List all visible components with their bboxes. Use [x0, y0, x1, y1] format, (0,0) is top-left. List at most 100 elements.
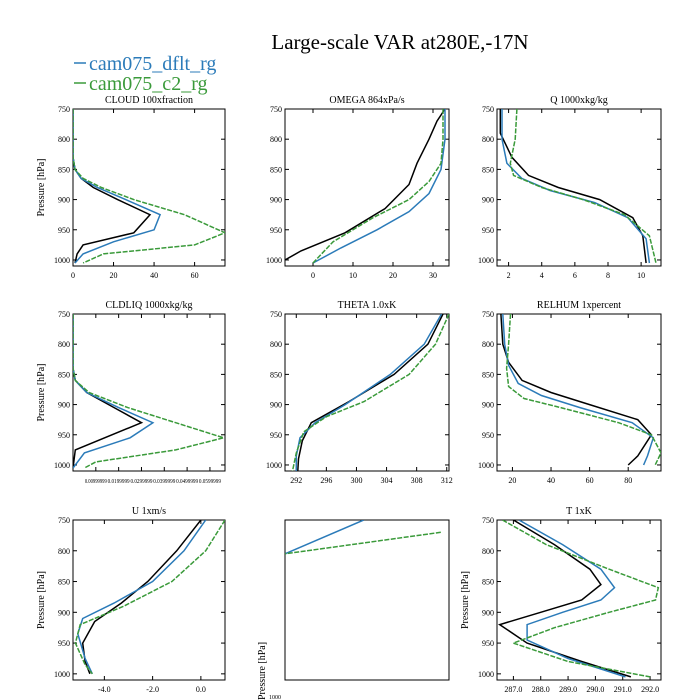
x-tick-label: 0.00999999	[85, 479, 107, 485]
y-tick-label: 750	[58, 310, 70, 319]
y-tick-label: 1000	[478, 461, 494, 470]
panel-4: CLDLIQ 1000xkg/kg Pressure [hPa] 750 800 850…	[36, 300, 226, 485]
series-line-green	[73, 314, 225, 469]
truncated-axis-label: Pressure [hPa]	[257, 642, 268, 700]
panel-2: OMEGA 864xPa/s 750 800 850 900 950 1000 0 10 20 30	[266, 95, 450, 280]
panel-7: U 1xm/s Pressure [hPa] 750 800 850 900 950 1000…	[36, 506, 226, 694]
x-tick-label: 312	[441, 476, 453, 485]
plot-frame	[72, 519, 226, 681]
y-tick-label: 950	[482, 639, 494, 648]
x-tick-label: 60	[586, 476, 594, 485]
panel-title: U 1xm/s	[132, 506, 166, 517]
x-tick-label: 4	[540, 271, 544, 280]
plot-frame	[496, 519, 662, 681]
x-tick-label: 300	[350, 476, 362, 485]
legend-label-1: cam075_dflt_rg	[89, 53, 216, 75]
series-line-blue	[312, 109, 446, 264]
x-tick-label: 0	[71, 271, 75, 280]
plot-frame	[284, 313, 450, 472]
x-tick-label: 0.0399999	[153, 479, 175, 485]
x-tick-label: 10	[349, 271, 357, 280]
y-tick-label: 750	[58, 105, 70, 114]
x-tick-label: 292	[290, 476, 302, 485]
series-line-blue	[501, 109, 651, 264]
x-tick-label: 60	[191, 271, 199, 280]
x-tick-label: 296	[320, 476, 332, 485]
x-tick-label: 0.0	[196, 685, 206, 694]
y-tick-label: 750	[270, 310, 282, 319]
legend: cam075_dflt_rg cam075_c2_rg	[74, 53, 216, 95]
x-tick-label: 40	[150, 271, 158, 280]
series-line-green	[502, 520, 660, 678]
x-tick-label: 0.0299999	[130, 479, 152, 485]
y-tick-label: 1000	[54, 670, 70, 679]
x-tick-label: 2	[507, 271, 511, 280]
series-line-black	[81, 520, 202, 675]
y-tick-label: 850	[58, 370, 70, 379]
panel-title: THETA 1.0xK	[338, 300, 397, 311]
x-tick-label: 80	[624, 476, 632, 485]
legend-label-2: cam075_c2_rg	[89, 73, 208, 95]
x-tick-label: -4.0	[98, 685, 111, 694]
series-line-blue	[285, 520, 364, 555]
truncated-axis-tick: 1000	[269, 695, 281, 700]
y-tick-label: 750	[482, 516, 494, 525]
x-tick-label: 10	[637, 271, 645, 280]
series-line-green	[74, 520, 225, 675]
x-tick-label: 20	[508, 476, 516, 485]
x-tick-label: 304	[381, 476, 393, 485]
y-tick-label: 750	[270, 105, 282, 114]
y-tick-label: 1000	[266, 256, 282, 265]
x-tick-label: 8	[606, 271, 610, 280]
y-tick-label: 1000	[478, 256, 494, 265]
series-line-black	[499, 109, 647, 264]
y-tick-label: 1000	[54, 256, 70, 265]
y-tick-label: 900	[482, 401, 494, 410]
plot-frame	[284, 108, 450, 267]
panel-1: CLOUD 100xfraction Pressure [hPa] 750 800 85…	[36, 95, 226, 280]
y-tick-label: 1000	[54, 461, 70, 470]
y-axis-label: Pressure [hPa]	[36, 158, 47, 216]
series-line-green	[505, 314, 661, 466]
y-axis-label: Pressure [hPa]	[36, 363, 47, 421]
y-tick-label: 850	[270, 165, 282, 174]
series-line-green	[285, 531, 441, 555]
series-line-blue	[73, 314, 155, 469]
panel-8	[284, 519, 450, 681]
series-line-blue	[518, 520, 626, 678]
y-tick-label: 900	[270, 196, 282, 205]
y-axis-label: Pressure [hPa]	[36, 571, 47, 629]
y-tick-label: 750	[482, 310, 494, 319]
panel-6: RELHUM 1xpercent 750 800 850 900 950 1000 20 40 6…	[478, 300, 662, 485]
panel-title: T 1xK	[566, 506, 592, 517]
x-tick-label: 40	[547, 476, 555, 485]
series-line-blue	[77, 520, 207, 675]
y-tick-label: 950	[270, 431, 282, 440]
plot-frame	[284, 519, 450, 681]
panel-title: CLDLIQ 1000xkg/kg	[106, 300, 193, 311]
figure-title: Large-scale VAR at280E,-17N	[271, 30, 528, 54]
y-tick-label: 850	[270, 370, 282, 379]
x-tick-label: 289.0	[559, 685, 577, 694]
y-tick-label: 900	[58, 401, 70, 410]
x-tick-label: 20	[389, 271, 397, 280]
y-tick-label: 950	[58, 431, 70, 440]
y-tick-label: 800	[270, 135, 282, 144]
plot-frame	[496, 108, 662, 267]
y-tick-label: 850	[482, 370, 494, 379]
y-axis-label: Pressure [hPa]	[460, 571, 471, 629]
series-line-black	[285, 109, 446, 261]
series-line-black	[297, 314, 444, 471]
y-tick-label: 900	[270, 401, 282, 410]
y-tick-label: 900	[58, 196, 70, 205]
truncated-axis: Pressure [hPa] 1000	[257, 642, 281, 700]
x-tick-label: 0.0499999	[176, 479, 198, 485]
y-tick-label: 950	[482, 226, 494, 235]
y-tick-label: 950	[482, 431, 494, 440]
x-tick-label: 288.0	[532, 685, 550, 694]
panel-title: RELHUM 1xpercent	[537, 300, 621, 311]
x-tick-label: -2.0	[146, 685, 159, 694]
series-line-green	[312, 109, 444, 264]
y-tick-label: 800	[270, 340, 282, 349]
